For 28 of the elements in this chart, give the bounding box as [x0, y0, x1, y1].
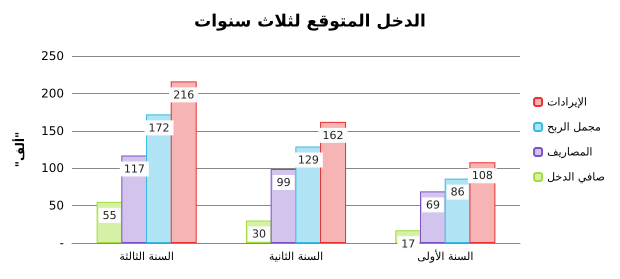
- y-tick-label: 250: [41, 49, 64, 63]
- data-label: 17: [401, 237, 416, 250]
- y-tick-label: -: [60, 236, 64, 250]
- data-label: 86: [450, 186, 465, 199]
- y-axis-title: "ألف": [12, 132, 27, 168]
- data-label: 55: [102, 208, 117, 222]
- data-label: 216: [173, 88, 194, 102]
- legend-label: الإيرادات: [547, 96, 587, 108]
- data-label: 129: [298, 154, 319, 167]
- legend-label: المصاريف: [547, 146, 592, 158]
- legend-label: صافي الدخل: [547, 170, 606, 184]
- data-label: 108: [472, 169, 493, 182]
- data-label: 99: [276, 176, 291, 189]
- y-tick-label: 150: [41, 124, 64, 138]
- y-tick-label: 50: [48, 198, 64, 213]
- y-tick-label: 200: [41, 86, 64, 100]
- y-tick-label: 100: [41, 161, 64, 176]
- data-label: 117: [124, 162, 145, 176]
- data-label: 172: [148, 121, 170, 134]
- data-label: 69: [426, 198, 440, 212]
- x-tick-label: السنة الثانية: [268, 250, 324, 263]
- bar: [170, 81, 197, 243]
- data-label: 162: [322, 128, 344, 142]
- chart-title: الدخل المتوقع لثلاث سنوات: [194, 12, 426, 32]
- legend-label: مجمل الربح: [547, 120, 601, 134]
- data-label: 30: [252, 228, 266, 241]
- x-tick-label: السنة الثالثة: [119, 250, 174, 263]
- x-tick-label: السنة الأولى: [417, 249, 474, 263]
